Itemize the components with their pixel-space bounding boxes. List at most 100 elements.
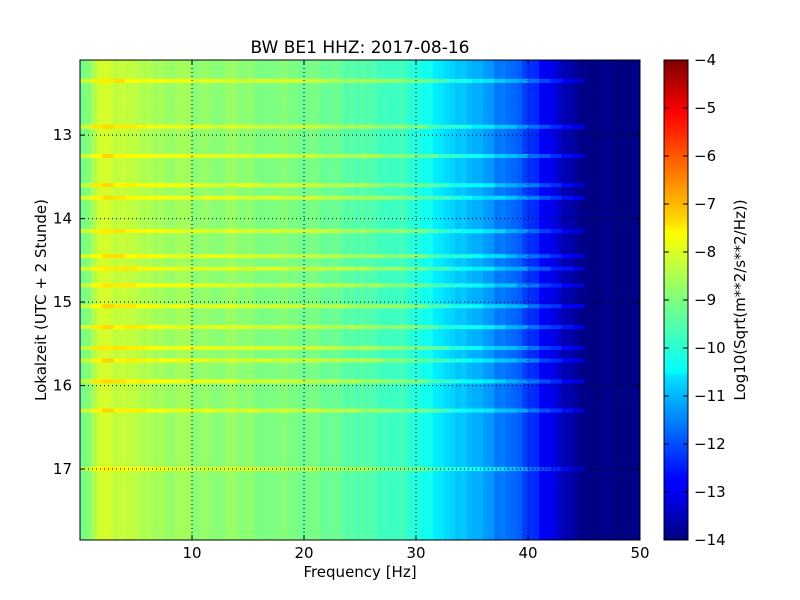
heatmap-band-cell [483, 467, 495, 472]
heatmap-band-cell [248, 467, 260, 472]
heatmap-band-cell [460, 283, 473, 288]
heatmap-band-cell [382, 124, 395, 129]
x-tick-label: 50 [630, 544, 649, 562]
heatmap-band-cell [192, 195, 204, 200]
heatmap-cell [80, 60, 87, 540]
heatmap-band-cell [572, 195, 585, 200]
heatmap-band-cell [427, 266, 439, 271]
heatmap-band-cell [203, 229, 215, 234]
heatmap-band-cell [304, 254, 316, 259]
heatmap-band-cell [124, 254, 137, 259]
heatmap-band-cell [225, 229, 238, 234]
heatmap-band-cell [393, 467, 406, 472]
heatmap-band-cell [572, 304, 585, 309]
heatmap-band-cell [214, 266, 227, 271]
heatmap-cell [113, 60, 120, 540]
heatmap-band-cell [292, 195, 305, 200]
heatmap-band-cell [80, 408, 92, 413]
heatmap-cell [186, 60, 193, 540]
heatmap-band-cell [292, 346, 305, 350]
heatmap-band-cell [270, 325, 283, 330]
heatmap-band-cell [248, 154, 260, 158]
heatmap-band-cell [236, 358, 249, 363]
heatmap-band-cell [214, 304, 227, 309]
heatmap-band-cell [371, 304, 383, 309]
heatmap-band-cell [292, 467, 305, 472]
heatmap-band-cell [292, 229, 305, 234]
heatmap-band-cell [326, 379, 339, 384]
heatmap-band-cell [360, 254, 372, 259]
heatmap-band-cell [460, 346, 473, 350]
heatmap-band-cell [404, 183, 417, 188]
heatmap-band-cell [371, 254, 383, 259]
heatmap-band-cell [180, 254, 193, 259]
heatmap-band-cell [169, 254, 182, 259]
heatmap-band-cell [483, 408, 495, 413]
heatmap-band-cell [449, 467, 462, 472]
heatmap-band-cell [203, 408, 215, 413]
heatmap-band-cell [416, 304, 428, 309]
heatmap-band-cell [281, 358, 294, 363]
heatmap-cell [348, 60, 355, 540]
heatmap-cell [180, 60, 187, 540]
heatmap-band-cell [371, 325, 383, 330]
heatmap-band-cell [180, 304, 193, 309]
heatmap-band-cell [225, 78, 238, 83]
heatmap-band-cell [236, 304, 249, 309]
heatmap-band-cell [382, 254, 395, 259]
heatmap-band-cell [80, 254, 92, 259]
heatmap-band-cell [539, 183, 551, 188]
heatmap-band-cell [315, 254, 327, 259]
heatmap-band-cell [315, 266, 327, 271]
heatmap-band-cell [337, 254, 350, 259]
heatmap-band-cell [248, 283, 260, 288]
heatmap-band-cell [169, 408, 182, 413]
heatmap-band-cell [158, 78, 171, 83]
heatmap-band-cell [449, 266, 462, 271]
heatmap-cell [332, 60, 339, 540]
heatmap-band-cell [539, 254, 551, 259]
heatmap-cell [276, 60, 283, 540]
heatmap-band-cell [494, 346, 507, 350]
heatmap-band-cell [147, 283, 159, 288]
heatmap-cell [488, 60, 495, 540]
heatmap-band-cell [438, 304, 451, 309]
heatmap-band-cell [225, 325, 238, 330]
heatmap-cell [91, 60, 98, 540]
heatmap-band-cell [281, 379, 294, 384]
heatmap-band-cell [516, 266, 529, 271]
heatmap-band-cell [348, 124, 361, 129]
heatmap-cell [584, 60, 591, 540]
heatmap-band-cell [516, 379, 529, 384]
colorbar-tick-label: −8 [694, 243, 716, 261]
heatmap-band-cell [225, 304, 238, 309]
heatmap-band-cell [113, 229, 126, 234]
heatmap-cell [236, 60, 243, 540]
heatmap-band-cell [337, 408, 350, 413]
heatmap-cell [270, 60, 277, 540]
colorbar-tick-label: −14 [694, 531, 726, 549]
heatmap-band-cell [169, 154, 182, 158]
heatmap-band-cell [80, 304, 92, 309]
heatmap-band-cell [494, 266, 507, 271]
heatmap-band-cell [528, 266, 540, 271]
heatmap-band-cell [113, 154, 126, 158]
heatmap-band-cell [427, 124, 439, 129]
heatmap-band-cell [393, 183, 406, 188]
heatmap-cell [326, 60, 333, 540]
heatmap-band-cell [214, 183, 227, 188]
heatmap-band-cell [505, 358, 518, 363]
heatmap-band-cell [169, 229, 182, 234]
heatmap-band-cell [393, 195, 406, 200]
heatmap-band-cell [438, 124, 451, 129]
heatmap-cell [432, 60, 439, 540]
heatmap-band-cell [270, 183, 283, 188]
heatmap-cell [96, 60, 103, 540]
heatmap-band-cell [248, 254, 260, 259]
heatmap-band-cell [292, 408, 305, 413]
heatmap-band-cell [348, 325, 361, 330]
heatmap-band-cell [158, 325, 171, 330]
heatmap-band-cell [169, 325, 182, 330]
heatmap-band-cell [371, 346, 383, 350]
